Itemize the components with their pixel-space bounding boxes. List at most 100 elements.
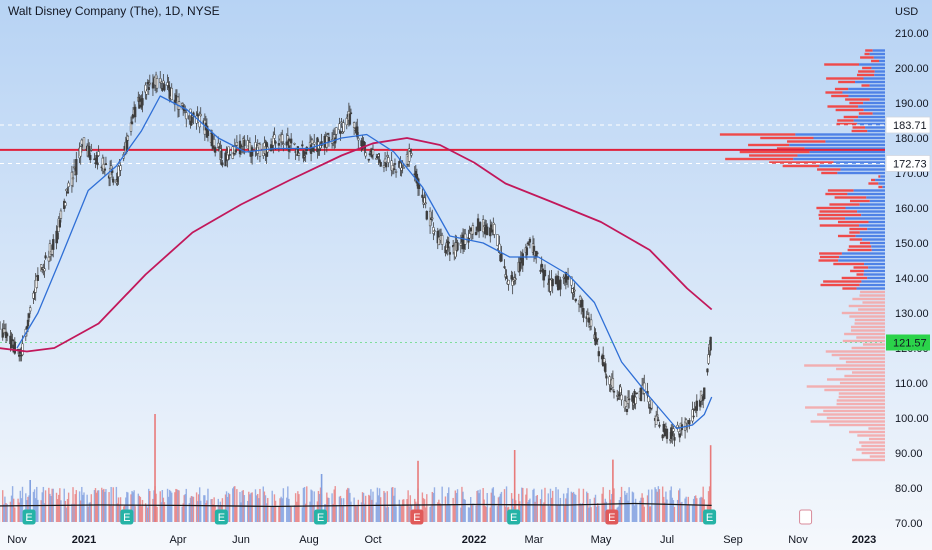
candle-body [379,161,382,167]
candle-body [669,439,672,441]
volume-spike [320,474,323,522]
profile-bar-sell [749,154,798,157]
volume-bar [613,488,615,522]
volume-bar [619,497,622,522]
volume-bar [386,491,388,522]
volume-bar [134,506,136,522]
volume-bar [393,495,395,522]
earnings-badge [314,509,328,525]
volume-bar [656,491,658,522]
profile-bar-buy [869,52,885,56]
candle-body [303,155,306,158]
candle-body [597,351,600,357]
moving-averages [0,95,713,430]
volume-bar [431,491,433,522]
candle-body [18,354,21,357]
volume-bar [398,499,401,522]
volume-bar [3,504,5,522]
candle-body [90,149,93,151]
profile-bar-sell [856,273,864,276]
candle-body [635,392,638,395]
volume-bar [161,490,164,522]
candle-body [227,146,230,156]
candle-body [72,166,76,169]
candle-body [612,391,616,393]
profile-bar-buy [874,70,885,73]
volume-bar [424,507,427,522]
candle-body [134,106,137,118]
volume-bar [453,504,455,522]
candle-body [707,354,710,364]
profile-bar-sell [849,238,863,241]
profile-bar-buy [859,63,885,66]
candle-body [36,275,40,281]
profile-bar-buy [845,217,885,220]
volume-bar [37,499,39,522]
profile-bar-fade [850,325,885,329]
time-axis[interactable]: Nov 2021 Apr Jun Aug Oct 2022 Mar May Jul Sep Nov 20… [7,534,876,546]
profile-bar-buy [873,56,885,59]
volume-bar [634,498,637,522]
volume-bar [78,491,81,522]
profile-bar-sell [826,77,864,80]
candle-body [609,387,612,391]
volume-bar [306,486,308,522]
volume-bar [355,506,357,522]
candle-body [514,278,517,280]
x-tick-label: Aug [299,534,319,546]
profile-bar-buy [797,154,885,157]
volume-bar [212,504,214,522]
volume-bar [707,491,710,522]
volume-bar [408,506,410,522]
volume-bar [228,494,231,522]
last-price-badge [886,334,930,351]
profile-bar-sell [748,143,790,147]
volume-bar [593,497,596,522]
volume-bar [286,497,288,522]
volume-bar [139,496,142,522]
candle-body [145,90,148,95]
volume-bar [174,492,176,522]
volume-bar [444,496,447,522]
profile-bar-fade [805,406,885,409]
profile-bar-sell [818,259,839,262]
volume-bar [183,495,185,522]
candle-body [382,165,386,168]
profile-bar-buy [804,147,885,150]
candle-body [574,298,577,302]
volume-bar [632,492,635,522]
y-tick-label: 180.00 [895,133,929,145]
volume-bar [692,498,695,522]
candle-body [25,326,29,329]
profile-bar-fade [842,339,885,343]
candle-body [678,433,681,438]
candle-body [505,275,508,279]
volume-bar [701,497,703,522]
profile-bar-sell [851,129,868,133]
candle-body [611,378,615,388]
profile-bar-buy [872,112,885,115]
candle-body [290,138,293,144]
volume-bar [246,500,249,522]
volume-bar [503,489,506,522]
profile-bar-fade [849,430,885,434]
candle-body [340,121,343,124]
price-axis[interactable]: 210.00200.00190.00180.00170.00160.00150.… [885,28,931,530]
volume-bar [313,491,315,522]
candle-body [27,313,31,318]
candle-body [238,140,242,155]
volume-bar [562,493,565,522]
volume-bar [264,495,267,522]
volume-bar [454,490,457,522]
candle-body [521,253,524,266]
volume-bar [5,503,7,522]
volume-bar [485,506,487,522]
profile-bar-sell [725,157,794,161]
candle-body [146,82,149,85]
volume-bar [556,504,558,522]
candle-body [695,400,698,411]
volume-bar [696,498,698,522]
candle-body [75,159,78,175]
profile-bar-buy [858,115,885,119]
